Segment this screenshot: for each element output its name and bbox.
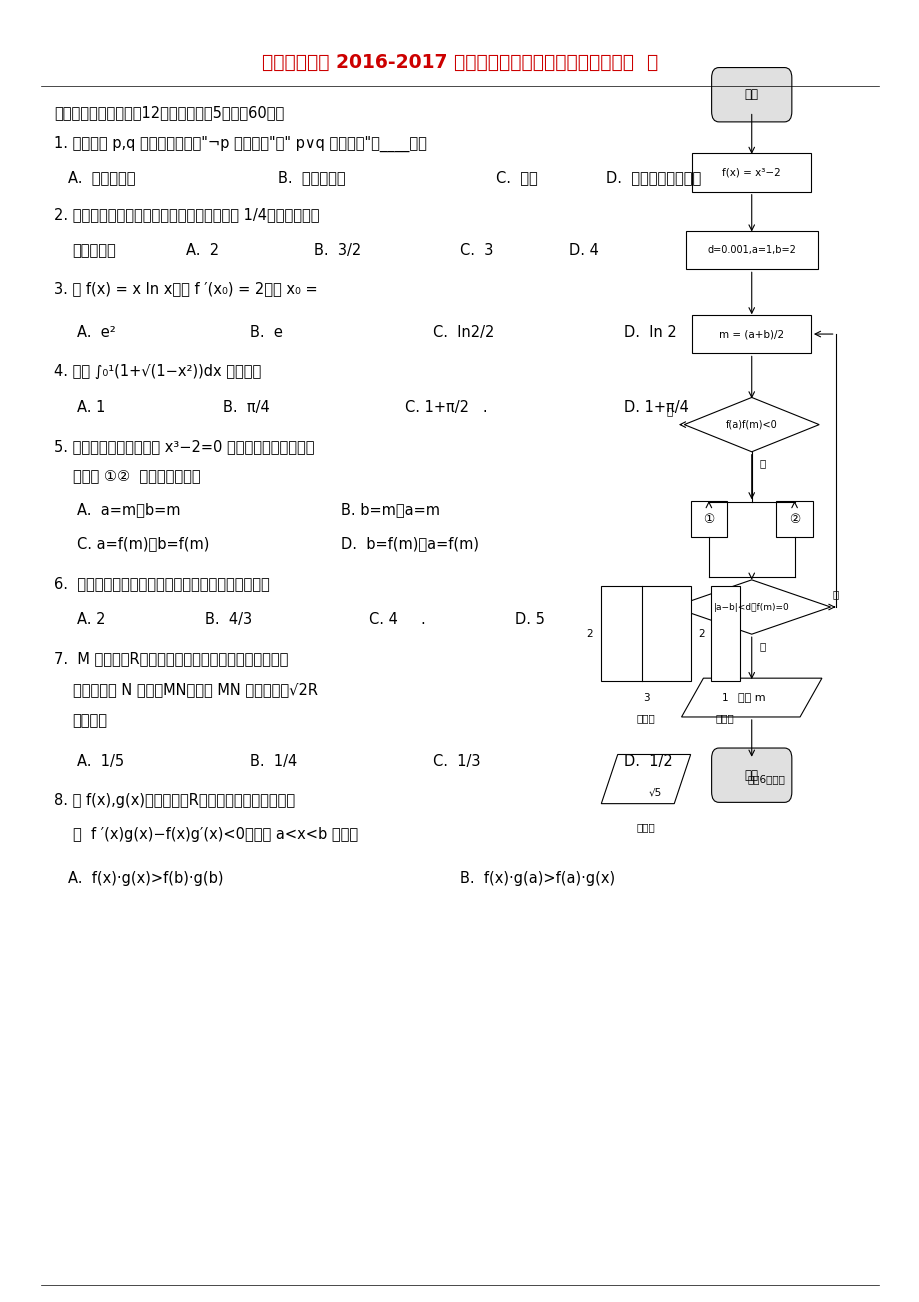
Text: 图，则 ①②  两处应依次填入: 图，则 ①② 两处应依次填入	[73, 469, 200, 483]
Text: A.  a=m，b=m: A. a=m，b=m	[77, 503, 180, 517]
Text: D.  既不充分又不必要: D. 既不充分又不必要	[606, 169, 700, 185]
Text: 的离心率是: 的离心率是	[73, 243, 116, 259]
Text: 俯视图: 俯视图	[636, 822, 654, 832]
Text: ①: ①	[702, 513, 714, 526]
Text: |a−b|<d或f(m)=0: |a−b|<d或f(m)=0	[713, 603, 789, 612]
Text: D.  b=f(m)，a=f(m): D. b=f(m)，a=f(m)	[341, 536, 479, 551]
Text: 侧视图: 侧视图	[715, 713, 734, 723]
Text: B. b=m，a=m: B. b=m，a=m	[341, 503, 440, 517]
Text: A.  f(x)·g(x)>f(b)·g(b): A. f(x)·g(x)>f(b)·g(b)	[68, 871, 223, 885]
Text: D. 1+π/4: D. 1+π/4	[623, 400, 688, 415]
Polygon shape	[601, 754, 690, 803]
Text: 1: 1	[721, 693, 728, 703]
Text: m = (a+b)/2: m = (a+b)/2	[719, 329, 783, 339]
Text: f(a)f(m)<0: f(a)f(m)<0	[725, 419, 777, 430]
Text: C. 1+π/2   .: C. 1+π/2 .	[405, 400, 487, 415]
Text: C.  充要: C. 充要	[496, 169, 538, 185]
FancyBboxPatch shape	[711, 749, 791, 802]
Polygon shape	[681, 678, 821, 717]
Text: B.  1/4: B. 1/4	[250, 754, 297, 769]
Text: 4. 计算 ∫₀¹(1+√(1−x²))dx 的结果为: 4. 计算 ∫₀¹(1+√(1−x²))dx 的结果为	[54, 363, 261, 379]
Text: 输出 m: 输出 m	[737, 693, 765, 703]
Text: 5. 如图是用二分法求方程 x³−2=0 近似解的算法的程序框: 5. 如图是用二分法求方程 x³−2=0 近似解的算法的程序框	[54, 439, 314, 454]
Text: 开始: 开始	[743, 89, 758, 102]
Bar	[685, 230, 817, 270]
Text: D.  1/2: D. 1/2	[623, 754, 672, 769]
Text: A.  2: A. 2	[187, 243, 220, 259]
Text: 2: 2	[698, 629, 704, 638]
Text: C.  3: C. 3	[460, 243, 493, 259]
Text: 2. 双曲线的顶点到渐进线的距离等于虚轴长的 1/4，则此双曲线: 2. 双曲线的顶点到渐进线的距离等于虚轴长的 1/4，则此双曲线	[54, 207, 320, 223]
Polygon shape	[672, 579, 830, 634]
Text: 结束: 结束	[743, 768, 758, 781]
Text: 3. 设 f(x) = x ln x，若 f ′(x₀) = 2，则 x₀ =: 3. 设 f(x) = x ln x，若 f ′(x₀) = 2，则 x₀ =	[54, 281, 318, 296]
Bar	[692, 152, 811, 191]
Text: B.  π/4: B. π/4	[222, 400, 269, 415]
Text: C. a=f(m)，b=f(m): C. a=f(m)，b=f(m)	[77, 536, 210, 551]
FancyBboxPatch shape	[711, 68, 791, 122]
Text: f(x) = x³−2: f(x) = x³−2	[721, 168, 780, 177]
Text: B.  f(x)·g(a)>f(a)·g(x): B. f(x)·g(a)>f(a)·g(x)	[460, 871, 615, 885]
Text: （第6题图）: （第6题图）	[746, 775, 784, 784]
Text: 一、选择题（本大题共12小题，每小题5分，共60分）: 一、选择题（本大题共12小题，每小题5分，共60分）	[54, 105, 284, 120]
Text: 江西省樟树市 2016-2017 学年高二数学下学期第二次月考试题  理: 江西省樟树市 2016-2017 学年高二数学下学期第二次月考试题 理	[262, 53, 657, 73]
Text: D. 4: D. 4	[569, 243, 598, 259]
Text: 6.  某几何体的三视图如图所示，则该几何体的体积为: 6. 某几何体的三视图如图所示，则该几何体的体积为	[54, 575, 270, 591]
Text: B.  3/2: B. 3/2	[313, 243, 361, 259]
Text: 3: 3	[642, 693, 649, 703]
Text: √5: √5	[648, 786, 661, 797]
Text: A.  充分不必要: A. 充分不必要	[68, 169, 135, 185]
Text: 的任取一点 N ，连接MN，则弦 MN 的长度超过√2R: 的任取一点 N ，连接MN，则弦 MN 的长度超过√2R	[73, 682, 317, 697]
Text: 8. 设 f(x),g(x)是定义域为R的恒大于零的可导函数，: 8. 设 f(x),g(x)是定义域为R的恒大于零的可导函数，	[54, 793, 295, 809]
Text: A. 2: A. 2	[77, 612, 106, 628]
Bar	[776, 501, 811, 538]
Bar	[601, 586, 690, 681]
Text: 是: 是	[758, 641, 765, 651]
Polygon shape	[684, 397, 818, 452]
Text: 是: 是	[758, 458, 765, 469]
Text: 7.  M 是半径为R的圆周上的一个定点，在圆周上等可能: 7. M 是半径为R的圆周上的一个定点，在圆周上等可能	[54, 651, 289, 667]
Text: B.  必要不充分: B. 必要不充分	[278, 169, 345, 185]
Text: B.  e: B. e	[250, 326, 283, 340]
Text: ②: ②	[789, 513, 800, 526]
Text: 否: 否	[832, 589, 838, 599]
Text: 且  f ′(x)g(x)−f(x)g′(x)<0，则当 a<x<b 时，有: 且 f ′(x)g(x)−f(x)g′(x)<0，则当 a<x<b 时，有	[73, 827, 357, 842]
Text: D. 5: D. 5	[514, 612, 544, 628]
Text: 正视图: 正视图	[636, 713, 654, 723]
Text: A.  e²: A. e²	[77, 326, 116, 340]
Text: C.  1/3: C. 1/3	[432, 754, 480, 769]
Text: d=0.001,a=1,b=2: d=0.001,a=1,b=2	[707, 245, 795, 255]
Text: D.  ln 2: D. ln 2	[623, 326, 676, 340]
Text: 2: 2	[585, 629, 592, 638]
Text: C.  ln2/2: C. ln2/2	[432, 326, 494, 340]
Bar	[690, 501, 726, 538]
Text: 的概率为: 的概率为	[73, 713, 108, 728]
Text: 1. 已知命题 p,q 是简单命题，则"¬p 是假命题"是" p∨q 是真命题"的____条件: 1. 已知命题 p,q 是简单命题，则"¬p 是假命题"是" p∨q 是真命题"…	[54, 137, 426, 152]
Bar	[710, 586, 739, 681]
Text: A. 1: A. 1	[77, 400, 106, 415]
Text: B.  4/3: B. 4/3	[205, 612, 252, 628]
Text: A.  1/5: A. 1/5	[77, 754, 124, 769]
Text: C. 4     .: C. 4 .	[369, 612, 425, 628]
Text: 否: 否	[666, 406, 672, 417]
Bar	[692, 315, 811, 353]
